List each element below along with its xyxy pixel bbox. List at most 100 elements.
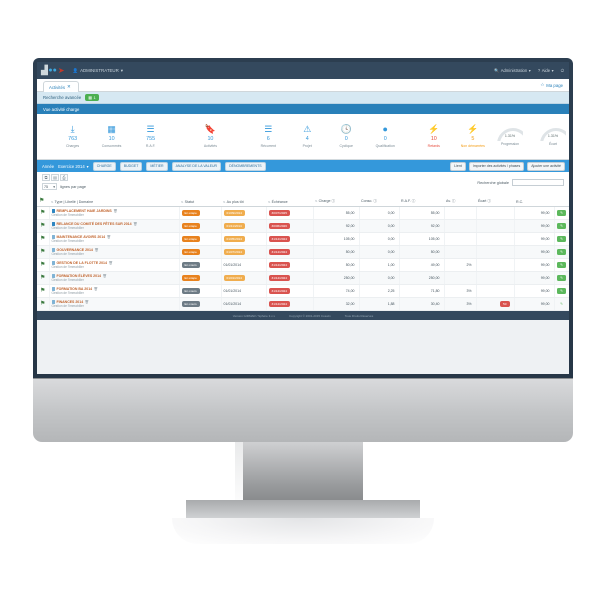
- th-au-plus-tot[interactable]: ⇅Au plus tôt: [221, 197, 266, 207]
- filter-year-select[interactable]: Exercice 2014 ▾: [58, 164, 89, 169]
- row-raf-cell: 105,00: [399, 232, 445, 246]
- row-label-link[interactable]: FINANCES 2014: [56, 300, 84, 304]
- advanced-search-bar[interactable]: Recherche avancée ▦ 1: [37, 92, 569, 104]
- th-conso[interactable]: Conso. ⓘ: [359, 197, 399, 207]
- row-flag-cell[interactable]: ⚑: [37, 232, 50, 246]
- row-action-cell[interactable]: ✎: [554, 245, 569, 259]
- kpi-qualification[interactable]: ● 0 Qualification: [371, 124, 399, 149]
- row-flag-cell[interactable]: ⚑: [37, 219, 50, 233]
- copy-icon[interactable]: ⧉: [42, 174, 50, 181]
- nav-user-menu[interactable]: 👤 ADMINISTRATEUR ▾: [73, 68, 123, 74]
- delete-icon[interactable]: 🗑: [133, 222, 138, 226]
- global-search-input[interactable]: [512, 179, 564, 186]
- edit-button[interactable]: ✎: [557, 262, 566, 268]
- add-activity-button[interactable]: Ajouter une activité: [527, 161, 565, 171]
- row-label-link[interactable]: GOUVERNANCE 2014: [56, 248, 93, 252]
- kpi-raf[interactable]: ☰ 755 R.A.F.: [137, 124, 165, 149]
- edit-button[interactable]: ✎: [557, 249, 566, 255]
- type-indicator-icon: [51, 287, 55, 291]
- delete-icon[interactable]: 🗑: [93, 287, 98, 291]
- row-label-link[interactable]: RELANCE DU COMITÉ DES FÊTES SUR 2014: [56, 222, 132, 226]
- row-flag-cell[interactable]: ⚑: [37, 271, 50, 285]
- row-action-cell[interactable]: ✎: [554, 232, 569, 246]
- filter-tab-charge[interactable]: CHARGE: [92, 161, 116, 171]
- th-avancement[interactable]: Av. ⓘ: [444, 197, 476, 207]
- row-flag-cell[interactable]: ⚑: [37, 258, 50, 272]
- table-row[interactable]: ⚑ REMPLACEMENT HAIE JARDINS 🗑 Gestion de l'…: [37, 206, 569, 220]
- nav-help-item[interactable]: ? Aide ▾: [538, 68, 554, 73]
- row-action-cell[interactable]: ✎: [554, 271, 569, 285]
- print-icon[interactable]: ⎙: [60, 174, 68, 181]
- excel-icon[interactable]: ▤: [51, 174, 59, 181]
- row-action-cell[interactable]: ✎: [554, 219, 569, 233]
- th-type-libelle-domaine[interactable]: ⇅Type | Libellé | Domaine: [49, 197, 179, 207]
- favorite-page-link[interactable]: ☆ Ma page: [540, 82, 563, 88]
- kpi-recurrent[interactable]: ☰ 6 Récurrent: [254, 124, 282, 149]
- edit-button[interactable]: ✎: [557, 275, 566, 281]
- tab-activites[interactable]: Activités ✕: [43, 81, 79, 92]
- import-activities-button[interactable]: Importer des activités / phases: [468, 161, 525, 171]
- nav-logout-item[interactable]: ⏻: [561, 68, 564, 73]
- delete-icon[interactable]: 🗑: [113, 209, 118, 213]
- delete-icon[interactable]: 🗑: [94, 248, 99, 252]
- edit-button[interactable]: ✎: [557, 210, 566, 216]
- kpi-non-demarrees[interactable]: ⚡ 5 Non démarrées: [459, 124, 487, 149]
- row-label-link[interactable]: FORMATION ÉLÈVES 2014: [56, 274, 101, 278]
- kpi-retards[interactable]: ⚡ 10 Retards: [420, 124, 448, 149]
- row-label-link[interactable]: REMPLACEMENT HAIE JARDINS: [56, 209, 112, 213]
- help-icon: ?: [537, 68, 541, 73]
- th-ecart[interactable]: Écart ⓘ: [476, 197, 514, 207]
- start-date-badge: 01/11/2014: [223, 223, 245, 229]
- global-search-group: Recherche globale: [477, 179, 564, 186]
- kpi-consommes[interactable]: ▦ 10 Consommés: [98, 124, 126, 149]
- table-row[interactable]: ⚑ RELANCE DU COMITÉ DES FÊTES SUR 2014 🗑 Ge…: [37, 219, 569, 233]
- advanced-search-badge[interactable]: ▦ 1: [85, 94, 99, 101]
- edit-button[interactable]: ✎: [557, 236, 566, 242]
- row-flag-cell[interactable]: ⚑: [37, 297, 50, 311]
- th-echeance[interactable]: ⇅Échéance: [266, 197, 313, 207]
- row-label-link[interactable]: MAINTENANCE AVOIRS 2014: [56, 235, 106, 239]
- row-label-link[interactable]: FORMATION BA 2014: [56, 287, 93, 291]
- nav-admin-item[interactable]: 🔍 Administration ▾: [494, 68, 531, 74]
- edit-button[interactable]: ✎: [560, 302, 563, 306]
- row-action-cell[interactable]: ✎: [554, 284, 569, 298]
- th-charge[interactable]: ⇅Charge ⓘ: [313, 197, 359, 207]
- filter-tab-denombrements[interactable]: DÉNOMBREMENTS: [225, 161, 266, 171]
- filter-tab-budget[interactable]: BUDGET: [119, 161, 143, 171]
- delete-icon[interactable]: 🗑: [102, 274, 107, 278]
- close-icon[interactable]: ✕: [67, 84, 71, 89]
- table-row[interactable]: ⚑ GESTION DE LA FLOTTE 2014 🗑 Gestion de l'…: [37, 258, 569, 272]
- app-logo[interactable]: ▟ ●● ➤: [41, 65, 65, 76]
- filter-tab-analyse-valeur[interactable]: ANALYSE DE LA VALEUR: [171, 161, 222, 171]
- delete-icon[interactable]: 🗑: [106, 235, 111, 239]
- row-charge-cell: 105,00: [313, 232, 360, 246]
- filter-tab-metier[interactable]: MÉTIER: [146, 161, 168, 171]
- due-date-badge: 30/07/2025: [268, 210, 290, 216]
- delete-icon[interactable]: 🗑: [84, 300, 89, 304]
- table-row[interactable]: ⚑ FINANCES 2014 🗑 Gestion de l'Immobilier En…: [37, 297, 569, 311]
- row-flag-cell[interactable]: ⚑: [37, 245, 50, 259]
- kpi-activites[interactable]: 🔖 10 Activités: [196, 124, 224, 149]
- row-flag-cell[interactable]: ⚑: [37, 206, 50, 220]
- table-row[interactable]: ⚑ FORMATION BA 2014 🗑 Gestion de l'Immobili…: [37, 284, 569, 298]
- kpi-cyclique[interactable]: 🕓 0 Cyclique: [332, 124, 360, 149]
- row-charge-cell: 50,00: [313, 245, 360, 259]
- th-statut[interactable]: ⇅Statut: [179, 197, 221, 207]
- kpi-charges[interactable]: ⤓ 763 Charges: [59, 124, 87, 149]
- delete-icon[interactable]: 🗑: [108, 261, 113, 265]
- th-rc[interactable]: R.C.: [514, 197, 554, 207]
- row-action-cell[interactable]: ✎: [554, 206, 569, 220]
- th-raf[interactable]: R.A.F. ⓘ: [399, 197, 444, 207]
- lient-button[interactable]: Lient: [450, 161, 466, 171]
- edit-button[interactable]: ✎: [557, 288, 566, 294]
- row-action-cell[interactable]: ✎: [554, 297, 569, 311]
- kpi-projet[interactable]: ⚠ 4 Projet: [293, 124, 321, 149]
- table-row[interactable]: ⚑ FORMATION ÉLÈVES 2014 🗑 Gestion de l'Immo…: [37, 271, 569, 285]
- edit-button[interactable]: ✎: [557, 223, 566, 229]
- row-flag-cell[interactable]: ⚑: [37, 284, 50, 298]
- row-label-link[interactable]: GESTION DE LA FLOTTE 2014: [56, 261, 107, 265]
- row-action-cell[interactable]: ✎: [554, 258, 569, 272]
- table-row[interactable]: ⚑ GOUVERNANCE 2014 🗑 Gestion de l'Immobilie…: [37, 245, 569, 259]
- rows-per-page-select[interactable]: 75 ▾: [42, 183, 57, 190]
- table-row[interactable]: ⚑ MAINTENANCE AVOIRS 2014 🗑 Gestion de l'Im…: [37, 232, 569, 246]
